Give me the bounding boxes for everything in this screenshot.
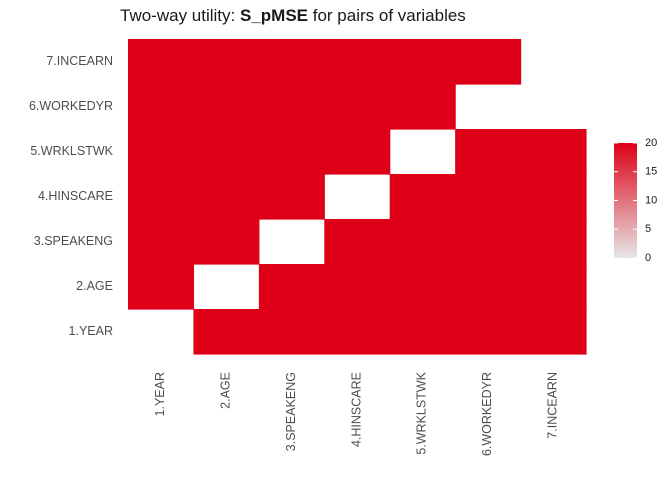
heatmap-cell bbox=[193, 39, 260, 85]
legend-tick-label: 0 bbox=[645, 252, 651, 264]
heatmap-cell bbox=[128, 219, 195, 265]
heatmap-cell bbox=[258, 174, 325, 220]
heatmap-cell bbox=[389, 39, 456, 85]
heatmap-cell bbox=[455, 219, 522, 265]
heatmap-cell bbox=[193, 174, 260, 220]
legend-tick-label: 10 bbox=[645, 194, 657, 206]
legend-tick-label: 5 bbox=[645, 223, 651, 235]
legend-colorbar bbox=[614, 143, 637, 258]
heatmap-cell bbox=[455, 309, 522, 355]
heatmap-cells bbox=[128, 39, 587, 355]
x-tick-label: 1.YEAR bbox=[153, 372, 167, 416]
heatmap-cell bbox=[128, 129, 195, 175]
x-tick-label: 5.WRKLSTWK bbox=[415, 371, 429, 454]
x-tick-label: 2.AGE bbox=[218, 372, 232, 409]
heatmap-cell bbox=[193, 309, 260, 355]
y-tick-label: 5.WRKLSTWK bbox=[30, 144, 113, 158]
heatmap-cell bbox=[324, 264, 391, 310]
heatmap-cell bbox=[324, 84, 391, 130]
heatmap-cell bbox=[258, 84, 325, 130]
heatmap-cell bbox=[128, 84, 195, 130]
heatmap-cell bbox=[258, 264, 325, 310]
heatmap-cell bbox=[128, 264, 195, 310]
y-tick-label: 6.WORKEDYR bbox=[29, 99, 113, 113]
x-tick-label: 7.INCEARN bbox=[546, 372, 560, 439]
heatmap-cell bbox=[520, 219, 587, 265]
heatmap-cell bbox=[324, 39, 391, 85]
heatmap-cell bbox=[258, 309, 325, 355]
heatmap-cell bbox=[389, 219, 456, 265]
heatmap-cell bbox=[258, 39, 325, 85]
heatmap-cell bbox=[389, 264, 456, 310]
heatmap-cell bbox=[389, 174, 456, 220]
heatmap-cell bbox=[520, 309, 587, 355]
heatmap-cell bbox=[258, 129, 325, 175]
heatmap-cell bbox=[324, 309, 391, 355]
chart-title: Two-way utility: S_pMSE for pairs of var… bbox=[120, 6, 466, 26]
heatmap-cell bbox=[389, 309, 456, 355]
y-tick-label: 3.SPEAKENG bbox=[34, 234, 113, 248]
heatmap-cell bbox=[520, 129, 587, 175]
heatmap-cell bbox=[193, 84, 260, 130]
x-tick-label: 4.HINSCARE bbox=[349, 372, 363, 447]
heatmap-cell bbox=[193, 219, 260, 265]
x-axis-ticks: 1.YEAR 2.AGE 3.SPEAKENG 4.HINSCARE 5.WRKLSTW… bbox=[153, 371, 560, 456]
heatmap-cell bbox=[128, 39, 195, 85]
y-axis-ticks: 1.YEAR 2.AGE 3.SPEAKENG 4.HINSCARE 5.WRKLSTW… bbox=[29, 54, 114, 338]
heatmap-cell bbox=[455, 174, 522, 220]
title-bold: S_pMSE bbox=[239, 6, 309, 25]
heatmap-cell bbox=[128, 174, 195, 220]
legend-tick-label: 15 bbox=[645, 166, 657, 178]
heatmap-cell bbox=[324, 129, 391, 175]
legend-tick-label: 20 bbox=[645, 137, 657, 149]
y-tick-label: 2.AGE bbox=[76, 279, 113, 293]
color-legend: 0 5 10 15 20 bbox=[614, 137, 657, 264]
y-tick-label: 4.HINSCARE bbox=[38, 189, 113, 203]
heatmap-cell bbox=[520, 264, 587, 310]
heatmap-cell bbox=[455, 129, 522, 175]
heatmap-cell bbox=[520, 174, 587, 220]
heatmap-cell bbox=[193, 129, 260, 175]
heatmap-cell bbox=[324, 219, 391, 265]
title-suffix: for pairs of variables bbox=[308, 6, 466, 25]
x-tick-label: 6.WORKEDYR bbox=[480, 372, 494, 456]
heatmap-cell bbox=[455, 264, 522, 310]
x-tick-label: 3.SPEAKENG bbox=[284, 372, 298, 451]
y-tick-label: 7.INCEARN bbox=[46, 54, 113, 68]
heatmap-cell bbox=[455, 39, 522, 85]
heatmap-cell bbox=[389, 84, 456, 130]
y-tick-label: 1.YEAR bbox=[69, 324, 113, 338]
title-prefix: Two-way utility: bbox=[120, 6, 240, 25]
